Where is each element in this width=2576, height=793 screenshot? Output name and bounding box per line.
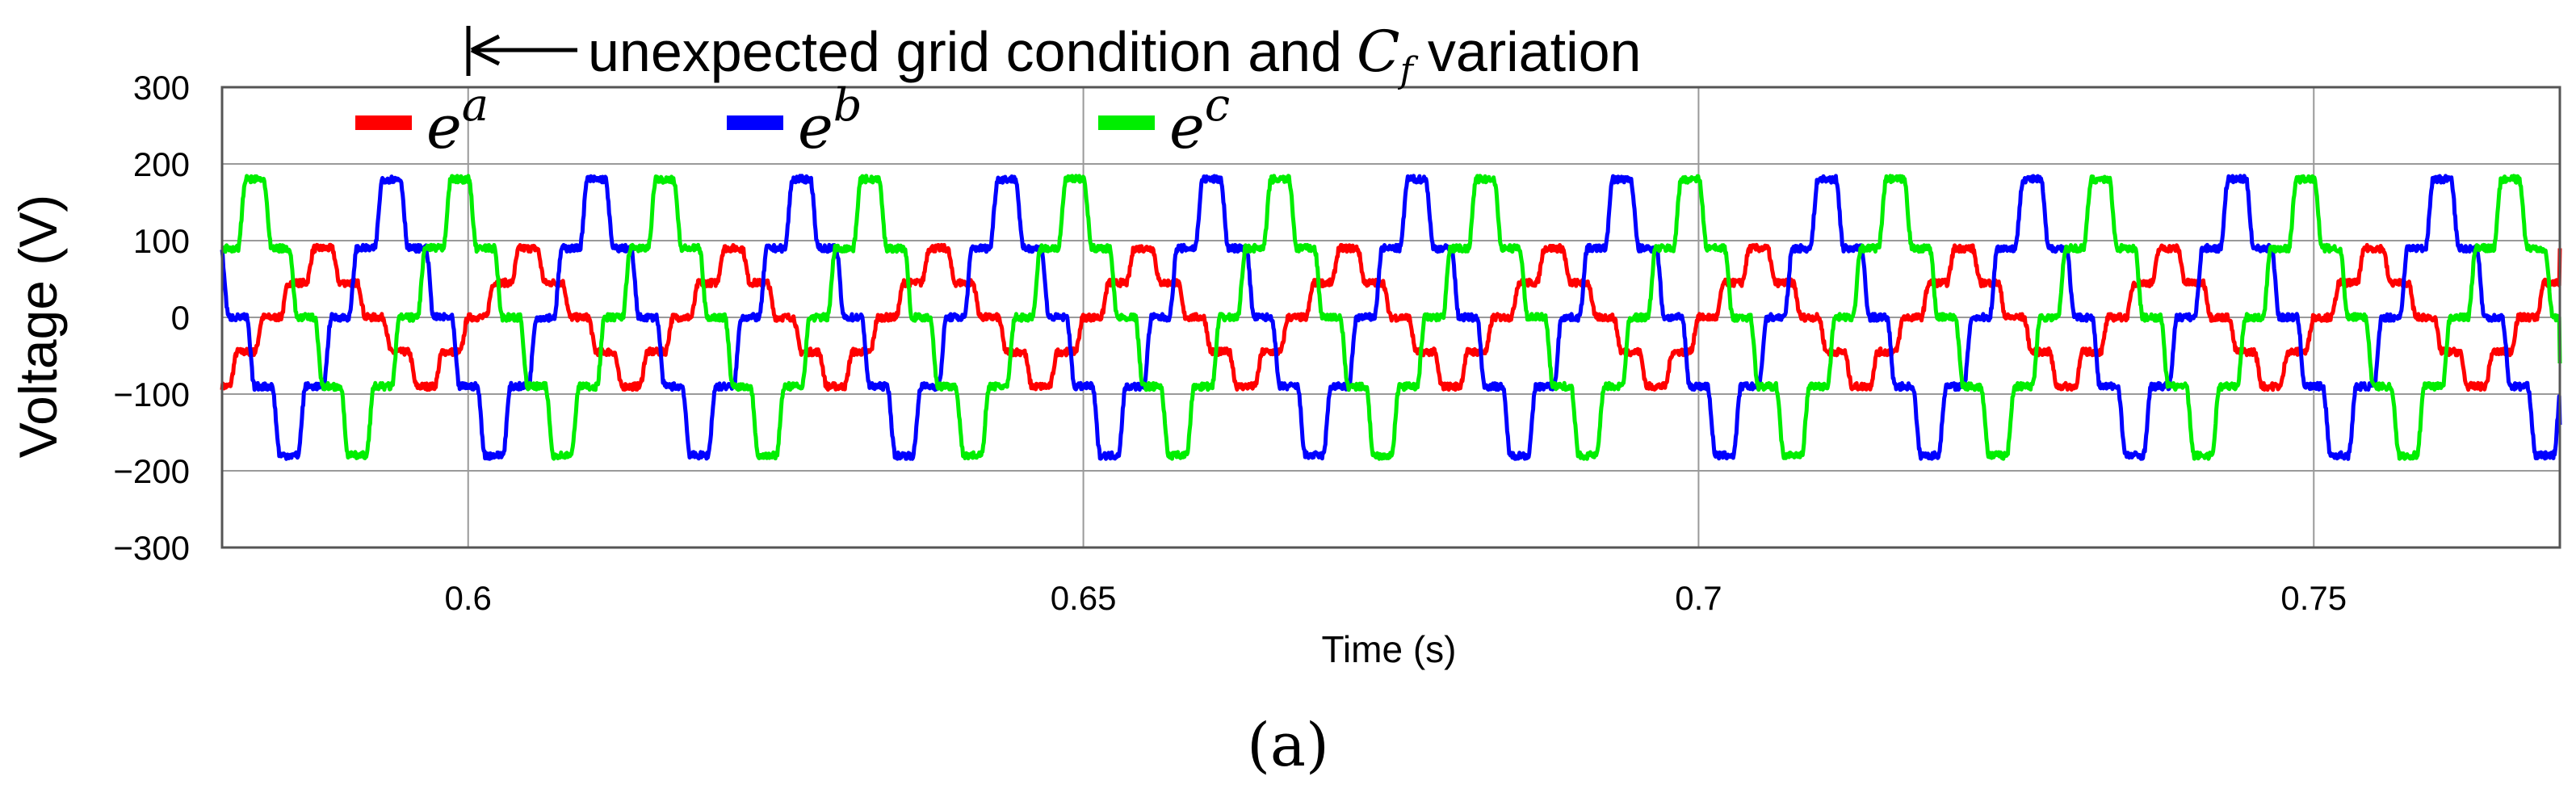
- legend-label-eb: eb: [798, 79, 862, 162]
- legend-symbol: e: [1169, 93, 1205, 162]
- series-group: [220, 174, 2562, 461]
- legend-superscript: a: [462, 79, 489, 132]
- legend-label-ea: ea: [426, 79, 489, 162]
- legend-label-ec: ec: [1169, 79, 1230, 162]
- y-tick-label: −200: [113, 452, 190, 490]
- legend-symbol: e: [798, 93, 833, 162]
- x-tick-label: 0.7: [1675, 579, 1722, 617]
- x-axis-label: Time (s): [1322, 628, 1457, 670]
- annotation-text: unexpected grid condition and Cf variation: [588, 19, 1641, 91]
- annotation: unexpected grid condition and Cf variation: [466, 19, 1641, 91]
- annotation-arrow-head: [470, 34, 501, 66]
- x-tick-label: 0.65: [1051, 579, 1117, 617]
- x-tick-label: 0.6: [445, 579, 492, 617]
- series-line-ea: [220, 242, 2562, 392]
- plot-frame: [220, 86, 2561, 549]
- figure-caption: (a): [1247, 711, 1329, 780]
- series-line-eb: [220, 174, 2562, 461]
- y-tick-label: 100: [133, 222, 190, 260]
- legend-symbol: e: [426, 93, 462, 162]
- y-tick-label: −100: [113, 376, 190, 413]
- y-tick-label: −300: [113, 529, 190, 567]
- series-line-ec: [220, 174, 2562, 461]
- annotation-suffix: variation: [1428, 20, 1642, 83]
- annotation-symbol: C: [1357, 19, 1400, 85]
- tick-labels: 300 200 100 0 −100 −200 −300 0.6 0.65 0.7 0.75: [113, 69, 2347, 617]
- x-tick-label: 0.75: [2280, 579, 2347, 617]
- y-tick-label: 0: [171, 299, 190, 337]
- y-axis-label: Voltage (V): [8, 195, 68, 459]
- y-tick-label: 200: [133, 145, 190, 183]
- annotation-label: unexpected grid condition and: [588, 20, 1342, 83]
- legend-superscript: c: [1205, 79, 1230, 132]
- legend-superscript: b: [833, 79, 862, 132]
- y-tick-label: 300: [133, 69, 190, 107]
- legend: ea eb ec: [355, 79, 1230, 162]
- annotation-subscript: f: [1398, 50, 1419, 91]
